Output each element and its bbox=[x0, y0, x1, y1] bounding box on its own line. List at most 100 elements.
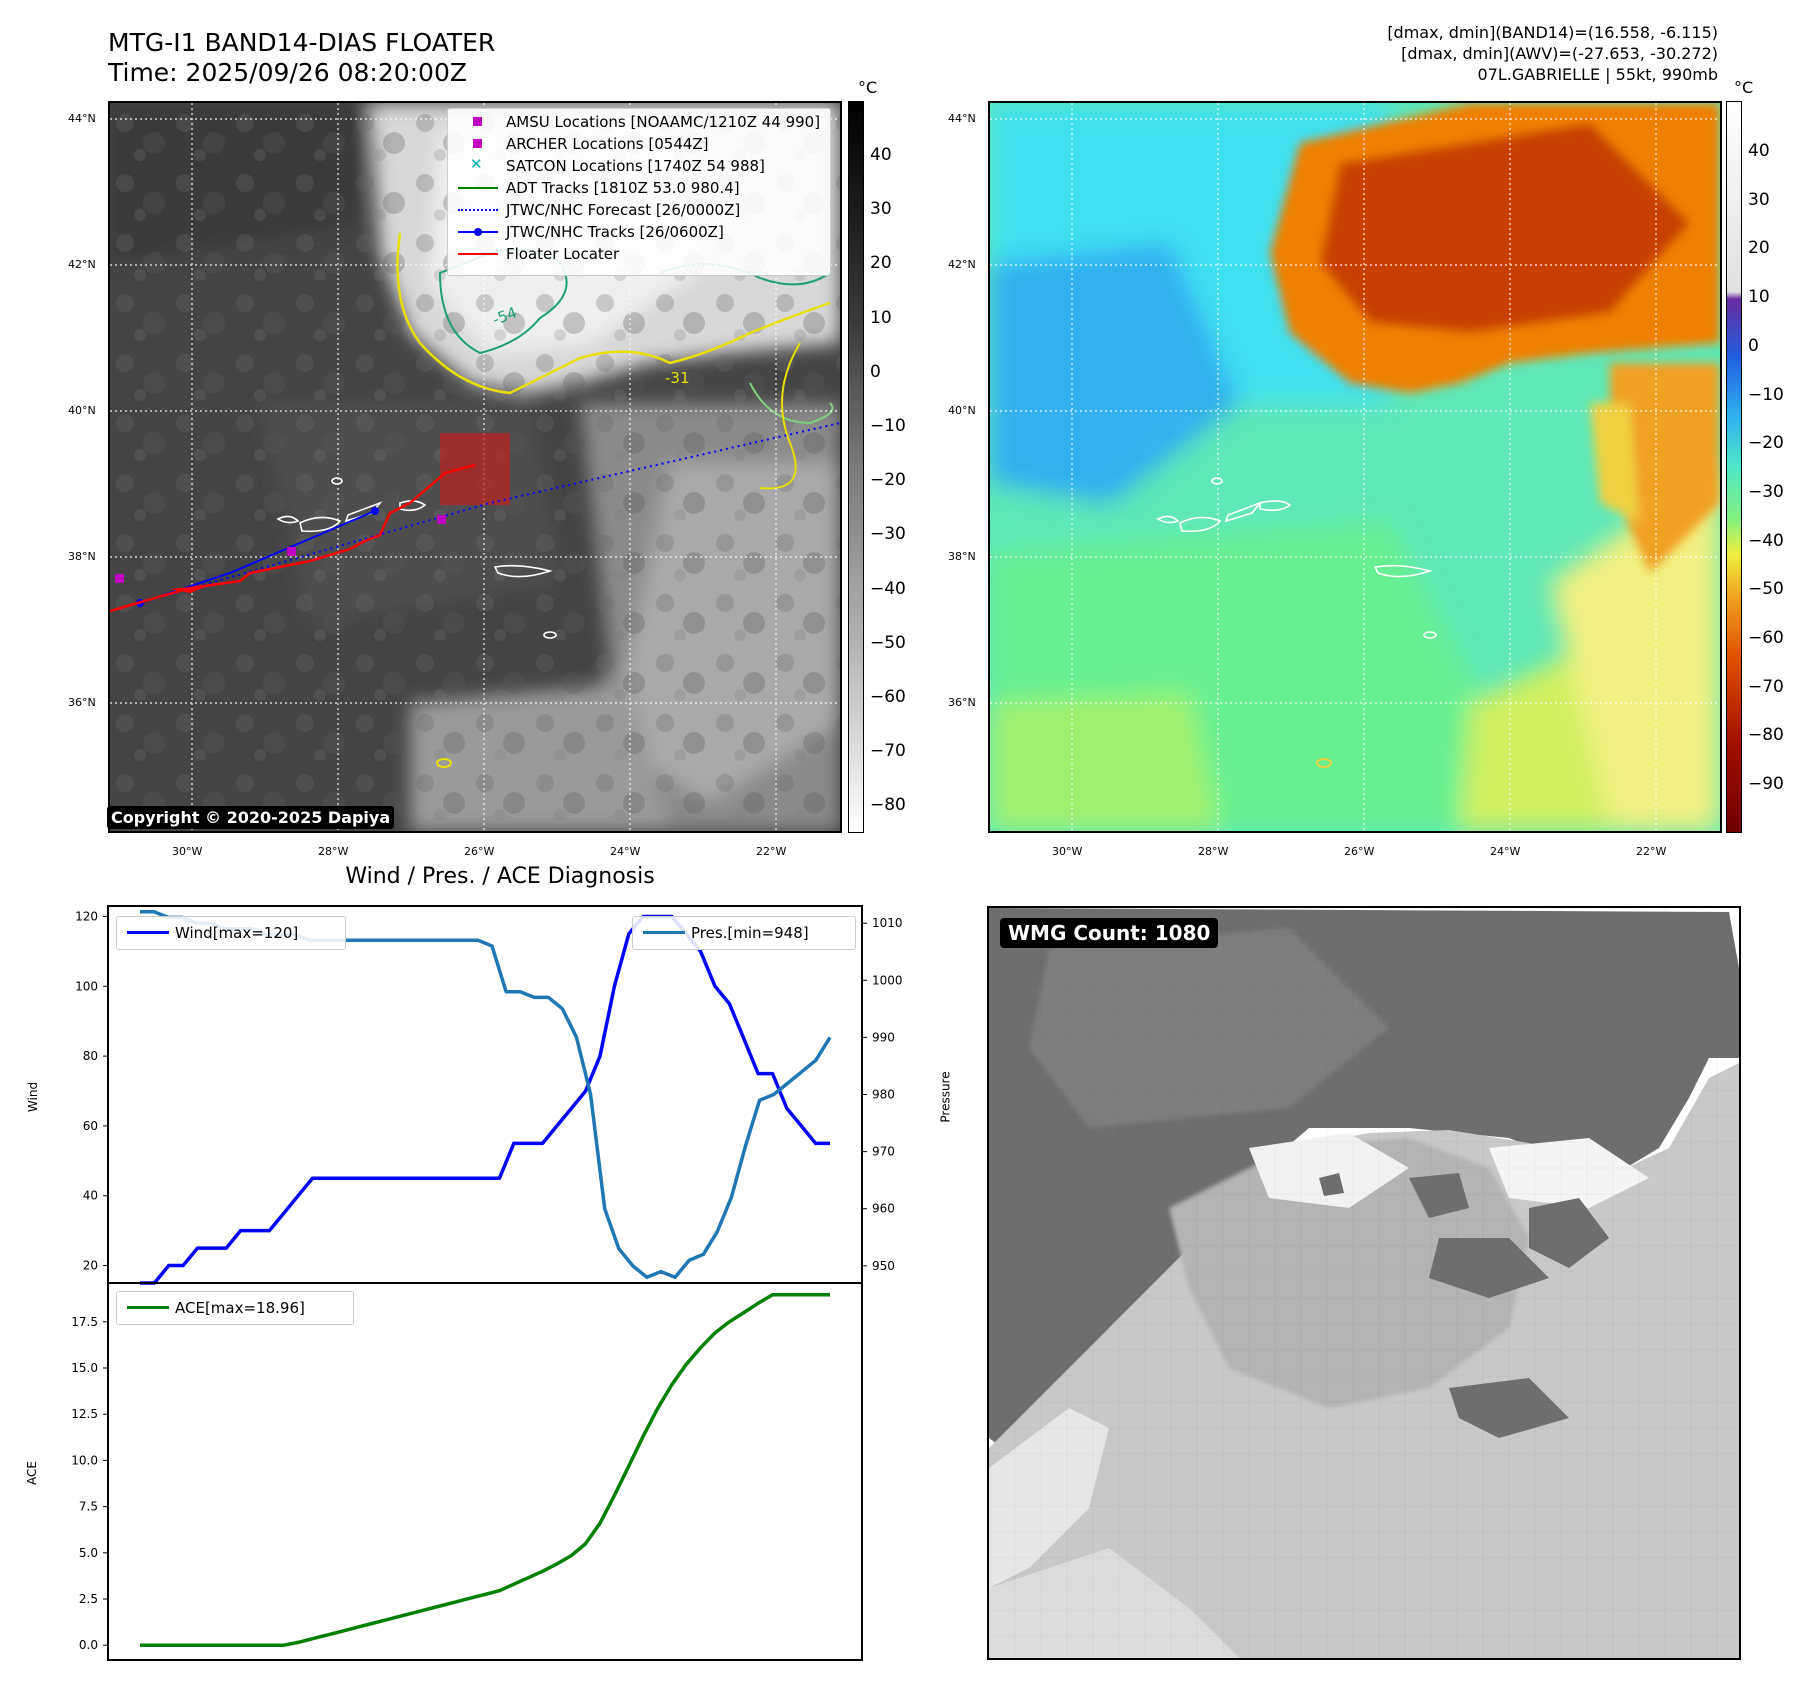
wmg-image bbox=[989, 908, 1739, 1658]
colorbar-left-tick: −40 bbox=[870, 578, 906, 599]
awv-lat-label-42: 42°N bbox=[948, 258, 976, 271]
lat-label-40: 40°N bbox=[68, 404, 96, 417]
awv-lon-label-28: 28°W bbox=[1198, 845, 1229, 858]
pres-ylabel: Pressure bbox=[938, 1071, 953, 1123]
ace-plot: 0.0 2.5 5.0 7.5 10.0 12.5 15.0 17.5 bbox=[71, 1282, 863, 1661]
floater-box bbox=[440, 433, 510, 505]
colorbar-right-tick: 10 bbox=[1748, 287, 1770, 308]
y-tick-label: 970 bbox=[872, 1145, 895, 1159]
wind-legend: Wind[max=120] bbox=[116, 916, 346, 950]
colorbar-right-tick: 40 bbox=[1748, 141, 1770, 161]
y-tick-label: 10.0 bbox=[71, 1453, 98, 1467]
ace-ylabel: ACE bbox=[24, 1461, 39, 1485]
y-tick-label: 80 bbox=[83, 1049, 98, 1063]
legend-jtwc-forecast: JTWC/NHC Forecast [26/0000Z] bbox=[456, 199, 740, 221]
colorbar-right-tick: 30 bbox=[1748, 189, 1770, 210]
colorbar-right-tick: 20 bbox=[1748, 238, 1770, 259]
jtwc-forecast-track bbox=[139, 422, 840, 604]
stats-block: [dmax, dmin](BAND14)=(16.558, -6.115) [d… bbox=[1387, 22, 1718, 85]
y-tick-label: 980 bbox=[872, 1088, 895, 1102]
awv-grid bbox=[990, 103, 1720, 831]
y-tick-label: 60 bbox=[83, 1119, 98, 1133]
wind-ylabel: Wind bbox=[26, 1081, 41, 1113]
lat-label-38: 38°N bbox=[68, 550, 96, 563]
ace-legend-label: ACE[max=18.96] bbox=[175, 1299, 305, 1317]
colorbar-left-tick: −70 bbox=[870, 741, 906, 762]
y-tick-label: 0.0 bbox=[79, 1638, 98, 1652]
colorbar-left-tick: 20 bbox=[870, 253, 892, 274]
colorbar-left bbox=[848, 101, 864, 833]
wind-legend-label: Wind[max=120] bbox=[175, 924, 299, 942]
pres-legend: Pres.[min=948] bbox=[632, 916, 856, 950]
colorbar-left-tick: −80 bbox=[870, 795, 906, 816]
awv-lon-label-26: 26°W bbox=[1344, 845, 1375, 858]
y-tick-label: 950 bbox=[872, 1259, 895, 1273]
colorbar-right-tick: −30 bbox=[1748, 481, 1784, 502]
colorbar-left-tick: −50 bbox=[870, 632, 906, 653]
y-tick-label: 960 bbox=[872, 1202, 895, 1216]
colorbar-right-tick: −70 bbox=[1748, 676, 1784, 697]
colorbar-right-tick: −80 bbox=[1748, 725, 1784, 746]
awv-azores-islands bbox=[1156, 477, 1437, 639]
lat-label-44: 44°N bbox=[68, 112, 96, 125]
y-tick-label: 1010 bbox=[872, 916, 903, 930]
legend-adt: ADT Tracks [1810Z 53.0 980.4] bbox=[456, 177, 740, 199]
lon-label-28: 28°W bbox=[318, 845, 349, 858]
y-tick-label: 1000 bbox=[872, 973, 903, 987]
colorbar-right-tick: −60 bbox=[1748, 628, 1784, 648]
y-tick-label: 17.5 bbox=[71, 1315, 98, 1329]
colorbar-left-tick: 0 bbox=[870, 361, 881, 382]
y-tick-label: 7.5 bbox=[79, 1500, 98, 1514]
y-tick-label: 990 bbox=[872, 1030, 895, 1044]
awv-map-image bbox=[990, 103, 1720, 831]
colorbar-left-tick: −30 bbox=[870, 524, 906, 545]
legend-satcon: ✕ SATCON Locations [1740Z 54 988] bbox=[470, 155, 765, 175]
awv-lat-label-36: 36°N bbox=[948, 696, 976, 709]
awv-lon-label-24: 24°W bbox=[1490, 845, 1521, 858]
wind-pressure-frame bbox=[107, 905, 863, 1284]
y-tick-label: 20 bbox=[83, 1259, 98, 1273]
colorbar-left-tick: −10 bbox=[870, 416, 906, 436]
diagnosis-title: Wind / Pres. / ACE Diagnosis bbox=[345, 864, 655, 889]
awv-lon-label-22: 22°W bbox=[1636, 845, 1667, 858]
colorbar-left-tick: 10 bbox=[870, 307, 892, 328]
awv-lat-label-40: 40°N bbox=[948, 404, 976, 417]
y-tick-label: 15.0 bbox=[71, 1361, 98, 1375]
pres-legend-label: Pres.[min=948] bbox=[691, 924, 809, 942]
archer-marker-2 bbox=[437, 515, 446, 524]
colorbar-right-unit: °C bbox=[1734, 78, 1754, 97]
title-time: Time: 2025/09/26 08:20:00Z bbox=[108, 58, 467, 87]
series-line bbox=[140, 914, 830, 1285]
copyright-badge: Copyright © 2020-2025 Dapiya bbox=[107, 806, 395, 829]
colorbar-right-tick: −10 bbox=[1748, 384, 1784, 405]
awv-lat-label-44: 44°N bbox=[948, 112, 976, 125]
y-tick-label: 12.5 bbox=[71, 1407, 98, 1421]
legend-jtwc-tracks: JTWC/NHC Tracks [26/0600Z] bbox=[456, 221, 724, 243]
series-line bbox=[140, 1293, 830, 1647]
figure-title: MTG-I1 BAND14-DIAS FLOATER Time: 2025/09… bbox=[108, 28, 495, 88]
colorbar-right bbox=[1726, 101, 1742, 833]
y-tick-label: 40 bbox=[83, 1189, 98, 1203]
stats-awv: [dmax, dmin](AWV)=(-27.653, -30.272) bbox=[1401, 44, 1718, 63]
legend-floater: Floater Locater bbox=[456, 243, 619, 265]
series-line bbox=[140, 909, 832, 1280]
amsu-marker bbox=[115, 574, 124, 583]
stats-storm: 07L.GABRIELLE | 55kt, 990mb bbox=[1477, 65, 1718, 84]
lat-label-36: 36°N bbox=[68, 696, 96, 709]
lon-label-30: 30°W bbox=[172, 845, 203, 858]
ace-frame bbox=[107, 1282, 863, 1661]
legend-archer: ARCHER Locations [0544Z] bbox=[456, 133, 709, 155]
colorbar-left-unit: °C bbox=[858, 78, 878, 97]
diagnosis-chart: 20 40 60 80 100 120 950 960 970 980 990 1000 1010 0.… bbox=[71, 905, 903, 1661]
title-product: MTG-I1 BAND14-DIAS FLOATER bbox=[108, 28, 496, 57]
colorbar-left-tick: −20 bbox=[870, 470, 906, 491]
y-tick-label: 120 bbox=[75, 909, 98, 923]
ace-legend: ACE[max=18.96] bbox=[116, 1291, 354, 1325]
y-tick-label: 100 bbox=[75, 979, 98, 993]
floater-track bbox=[110, 463, 476, 613]
colorbar-left-tick: −60 bbox=[870, 687, 906, 707]
colorbar-right-tick: 0 bbox=[1748, 335, 1759, 356]
awv-map-panel bbox=[988, 101, 1722, 833]
lat-label-42: 42°N bbox=[68, 258, 96, 271]
map-legend: AMSU Locations [NOAAMC/1210Z 44 990] ARC… bbox=[447, 108, 831, 276]
